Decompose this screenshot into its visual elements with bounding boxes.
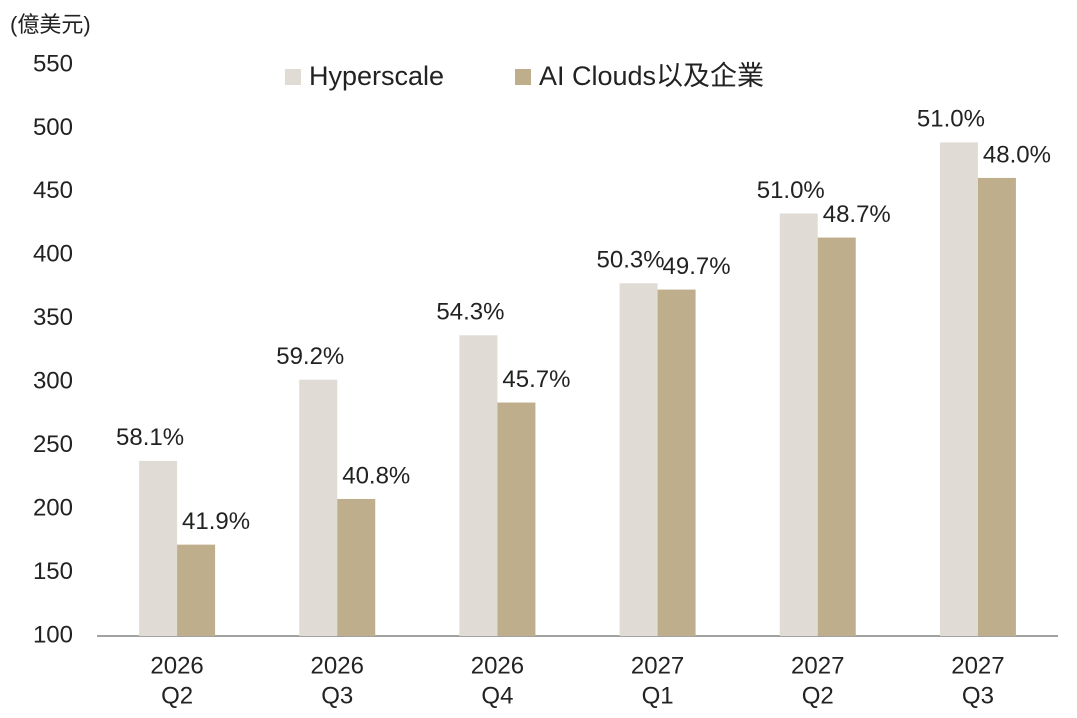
data-label: 59.2% — [276, 343, 344, 370]
x-tick-label: 2027 — [631, 652, 684, 679]
bar — [657, 289, 696, 636]
legend-label: Hyperscale — [309, 61, 444, 91]
x-tick-label: 2027 — [951, 652, 1004, 679]
y-tick-label: 100 — [33, 621, 73, 648]
data-label: 51.0% — [757, 177, 825, 204]
bar — [939, 142, 978, 636]
y-tick-label: 450 — [33, 177, 73, 204]
x-tick-label: 2026 — [311, 652, 364, 679]
x-tick-label: Q3 — [962, 682, 994, 709]
x-tick-label: Q4 — [481, 682, 513, 709]
legend-swatch — [285, 69, 301, 85]
bar — [817, 237, 856, 636]
bar — [619, 283, 658, 636]
y-tick-label: 550 — [33, 50, 73, 77]
y-tick-label: 500 — [33, 114, 73, 141]
unit-label: (億美元) — [10, 12, 91, 37]
bar — [337, 498, 376, 636]
legend-swatch — [515, 69, 531, 85]
bar — [497, 402, 536, 636]
data-label: 51.0% — [917, 106, 985, 133]
data-label: 40.8% — [342, 462, 410, 489]
x-tick-label: Q1 — [642, 682, 674, 709]
bar — [977, 177, 1016, 637]
y-tick-label: 200 — [33, 494, 73, 521]
x-tick-label: 2026 — [150, 652, 203, 679]
data-label: 48.7% — [823, 201, 891, 228]
data-label: 58.1% — [116, 424, 184, 451]
data-label: 48.0% — [983, 141, 1051, 168]
y-tick-label: 400 — [33, 241, 73, 268]
y-tick-label: 150 — [33, 558, 73, 585]
data-label: 54.3% — [436, 299, 504, 326]
data-label: 45.7% — [502, 366, 570, 393]
y-tick-label: 250 — [33, 431, 73, 458]
bar — [459, 335, 498, 636]
x-tick-label: Q2 — [802, 682, 834, 709]
legend-label: AI Clouds以及企業 — [539, 61, 764, 91]
data-label: 49.7% — [663, 253, 731, 280]
data-label: 41.9% — [182, 508, 250, 535]
x-tick-label: Q3 — [321, 682, 353, 709]
y-tick-label: 350 — [33, 304, 73, 331]
x-tick-label: Q2 — [161, 682, 193, 709]
bar — [177, 544, 216, 636]
bar — [779, 213, 818, 636]
bar — [139, 460, 178, 636]
x-tick-label: 2027 — [791, 652, 844, 679]
y-tick-label: 300 — [33, 368, 73, 395]
x-tick-label: 2026 — [471, 652, 524, 679]
data-label: 50.3% — [597, 247, 665, 274]
bar — [299, 379, 338, 636]
